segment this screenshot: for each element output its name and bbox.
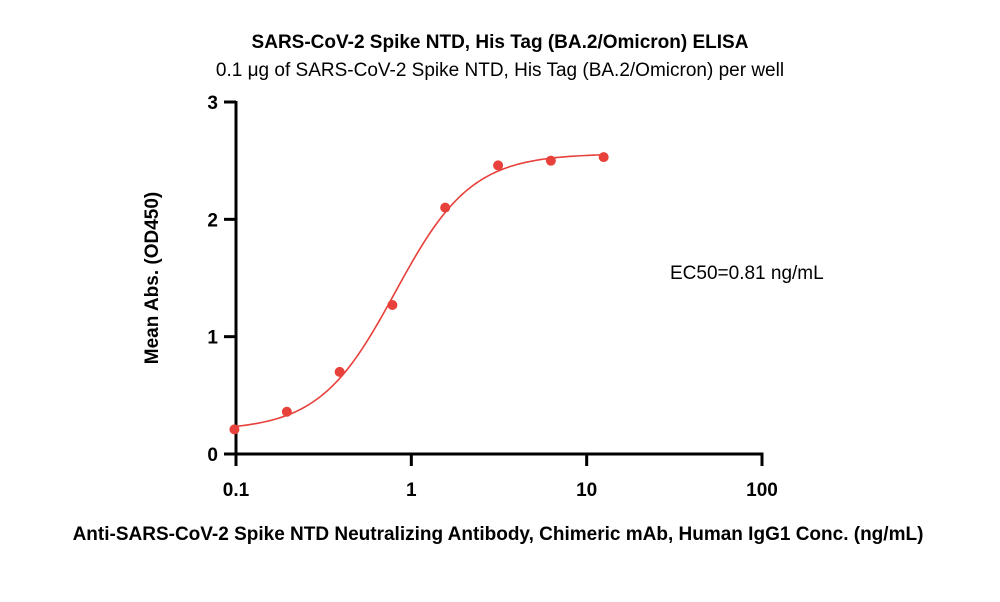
y-ticks: 0 1 2 3: [207, 93, 236, 466]
data-point: [545, 155, 556, 166]
x-ticks: 0.1 1 10 100: [223, 454, 778, 501]
chart-title: SARS-CoV-2 Spike NTD, His Tag (BA.2/Omic…: [252, 32, 749, 53]
data-point: [387, 299, 398, 310]
chart-subtitle: 0.1 μg of SARS-CoV-2 Spike NTD, His Tag …: [216, 60, 784, 81]
x-tick-label: 10: [576, 480, 597, 501]
x-tick-label: 100: [746, 480, 778, 501]
data-point: [493, 160, 504, 171]
y-tick-label: 0: [207, 445, 218, 466]
x-tick-label: 0.1: [223, 480, 250, 501]
data-points: [229, 152, 609, 435]
x-tick-label: 1: [406, 480, 417, 501]
data-point: [229, 424, 240, 435]
y-tick-label: 2: [207, 210, 218, 231]
axes: [234, 101, 764, 456]
x-axis-label: Anti-SARS-CoV-2 Spike NTD Neutralizing A…: [73, 524, 924, 545]
y-tick-label: 1: [207, 328, 218, 349]
ec50-annotation: EC50=0.81 ng/mL: [670, 263, 824, 284]
data-point: [598, 152, 609, 163]
y-axis-label: Mean Abs. (OD450): [142, 192, 163, 364]
y-tick-label: 3: [207, 93, 218, 114]
data-point: [281, 406, 292, 417]
fit-curve: [234, 153, 604, 428]
data-point: [440, 202, 451, 213]
data-point: [334, 366, 345, 377]
